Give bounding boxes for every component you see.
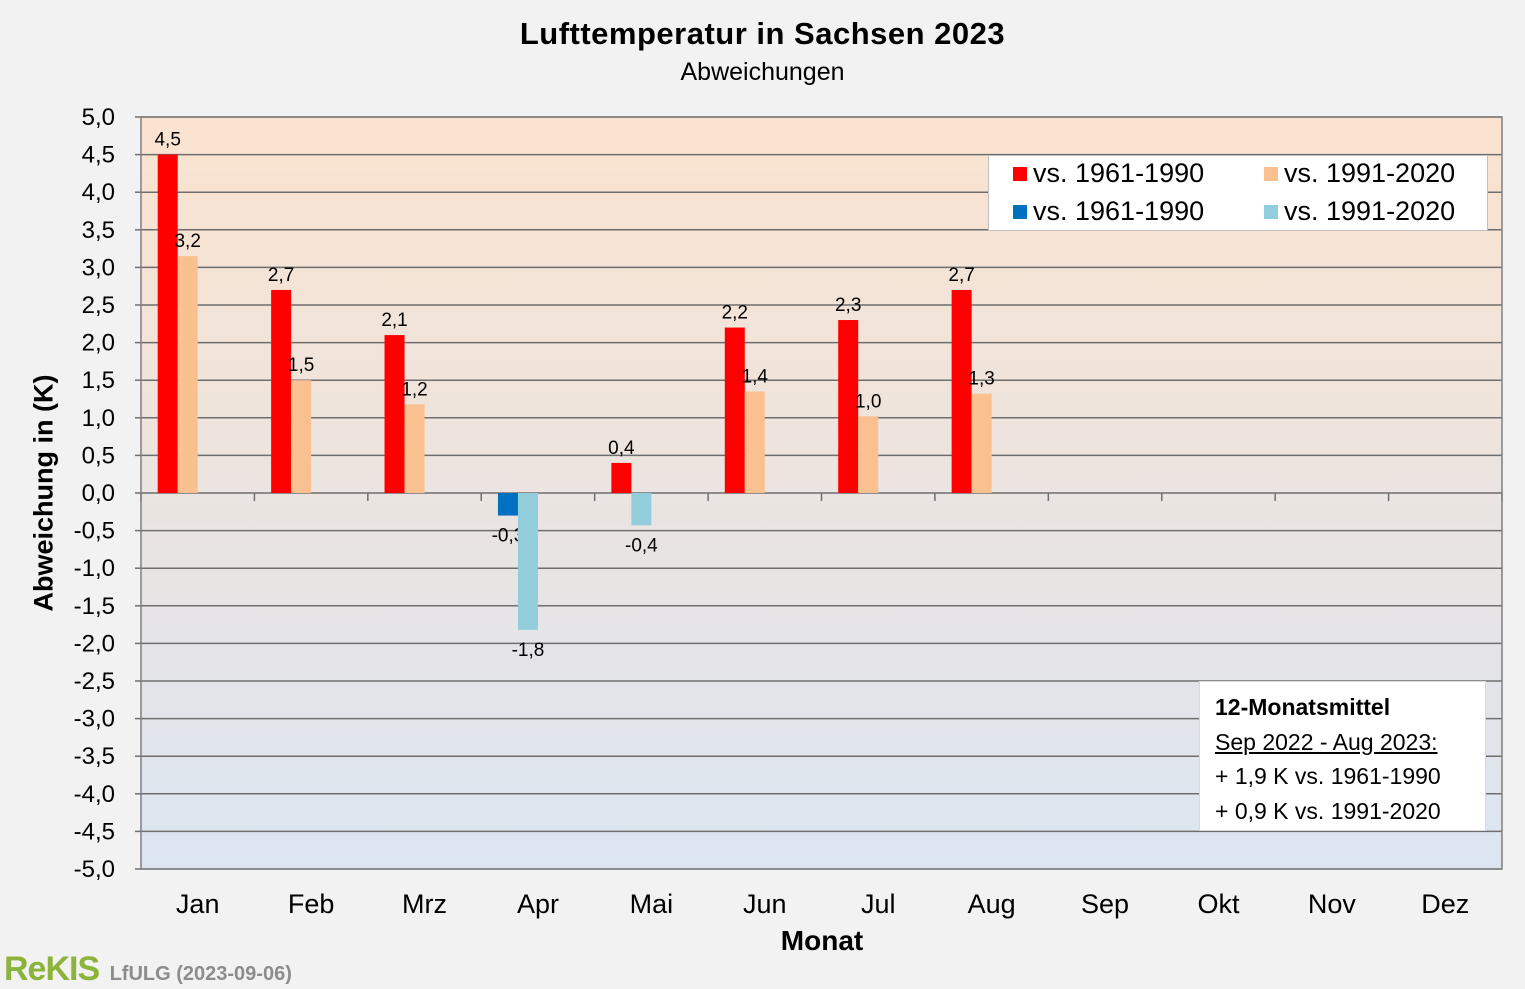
bar	[838, 320, 859, 493]
bar	[517, 493, 538, 630]
data-label: 0,4	[608, 438, 635, 459]
y-tick-label: 0,5	[82, 442, 115, 469]
legend-item: vs. 1961-1990	[1013, 196, 1204, 227]
chart-subtitle: Abweichungen	[680, 58, 845, 86]
bar	[724, 327, 745, 493]
data-label: 2,1	[381, 310, 407, 331]
bar	[404, 404, 425, 493]
y-tick-label: -3,0	[74, 706, 115, 733]
legend-swatch-lightblue	[1264, 204, 1278, 219]
x-tick-label: Apr	[517, 889, 559, 919]
data-label: 3,2	[174, 231, 200, 252]
bar	[858, 416, 879, 493]
bar	[497, 493, 518, 516]
footer-credit: LfULG (2023-09-06)	[109, 963, 292, 985]
plot-border	[140, 116, 1503, 870]
data-label: 1,5	[288, 355, 314, 376]
legend-swatch-blue	[1013, 204, 1027, 219]
bar	[951, 289, 972, 493]
legend-swatch-peach	[1264, 166, 1278, 181]
summary-line: + 1,9 K vs. 1961-1990	[1215, 763, 1441, 789]
data-label: -0,3	[492, 526, 525, 547]
y-tick-label: -5,0	[74, 856, 115, 883]
x-tick-label: Dez	[1421, 889, 1469, 919]
x-tick-label: Aug	[968, 889, 1016, 919]
y-tick-label: 3,5	[82, 217, 115, 244]
data-label: 1,3	[968, 369, 994, 390]
x-tick-label: Sep	[1081, 889, 1129, 919]
legend-label: vs. 1991-2020	[1284, 158, 1456, 188]
data-label: 1,2	[401, 379, 427, 400]
x-tick-label: Jan	[176, 889, 220, 919]
data-label: 1,0	[855, 391, 881, 412]
x-axis-label: Monat	[780, 925, 864, 956]
bar	[611, 462, 632, 493]
x-tick-label: Feb	[288, 889, 335, 919]
data-label: 2,2	[722, 303, 748, 324]
y-tick-label: 4,0	[82, 179, 115, 206]
data-label: 2,7	[268, 265, 294, 286]
rekis-logo: ReKIS	[4, 950, 100, 988]
chart-title: Lufttemperatur in Sachsen 2023	[519, 16, 1006, 51]
y-tick-label: 1,5	[82, 367, 115, 394]
bar	[271, 289, 292, 493]
y-tick-label: -4,5	[74, 818, 115, 845]
bar	[157, 154, 178, 493]
y-tick-label: 0,0	[82, 480, 115, 507]
x-tick-label: Mrz	[402, 889, 447, 919]
bar	[177, 256, 198, 493]
y-tick-label: -4,0	[74, 781, 115, 808]
y-tick-label: 2,0	[82, 330, 115, 357]
y-tick-label: -2,5	[74, 668, 115, 695]
y-tick-label: -2,0	[74, 630, 115, 657]
chart-legend: vs. 1961-1990 vs. 1991-2020 vs. 1961-199…	[988, 155, 1488, 231]
data-label: 2,3	[835, 295, 861, 316]
footer: ReKIS LfULG (2023-09-06)	[4, 950, 292, 989]
y-tick-label: 1,0	[82, 405, 115, 432]
bar	[384, 335, 405, 493]
legend-label: vs. 1991-2020	[1284, 196, 1456, 226]
bar	[971, 393, 992, 493]
bar	[744, 391, 765, 493]
y-tick-label: -1,0	[74, 555, 115, 582]
legend-item: vs. 1961-1990	[1013, 158, 1204, 189]
x-tick-label: Nov	[1308, 889, 1357, 919]
x-tick-label: Jul	[861, 889, 896, 919]
x-tick-label: Mai	[630, 889, 674, 919]
y-tick-label: -3,5	[74, 743, 115, 770]
data-label: 1,4	[742, 366, 769, 387]
summary-period: Sep 2022 - Aug 2023:	[1215, 728, 1438, 755]
summary-heading: 12-Monatsmittel	[1215, 694, 1391, 720]
data-label: 2,7	[948, 265, 974, 286]
y-tick-label: -0,5	[74, 518, 115, 545]
y-tick-label: -1,5	[74, 593, 115, 620]
bar	[631, 493, 652, 526]
legend-label: vs. 1961-1990	[1033, 158, 1205, 188]
x-tick-label: Jun	[743, 889, 787, 919]
x-tick-label: Okt	[1197, 889, 1240, 919]
y-tick-label: 5,0	[82, 104, 115, 131]
data-label: -0,4	[625, 535, 658, 556]
legend-item: vs. 1991-2020	[1264, 196, 1455, 227]
y-tick-label: 2,5	[82, 292, 115, 319]
summary-line: + 0,9 K vs. 1991-2020	[1215, 797, 1441, 824]
data-label: 4,5	[154, 130, 180, 151]
data-label: -1,8	[512, 640, 545, 661]
bar	[291, 380, 312, 493]
legend-label: vs. 1961-1990	[1033, 196, 1205, 226]
y-axis-label: Abweichung in (K)	[28, 374, 59, 612]
y-tick-label: 4,5	[82, 142, 115, 169]
legend-swatch-red	[1013, 166, 1027, 181]
summary-box: 12-Monatsmittel Sep 2022 - Aug 2023: + 1…	[1199, 681, 1486, 831]
y-tick-label: 3,0	[82, 254, 115, 281]
legend-item: vs. 1991-2020	[1264, 158, 1455, 189]
